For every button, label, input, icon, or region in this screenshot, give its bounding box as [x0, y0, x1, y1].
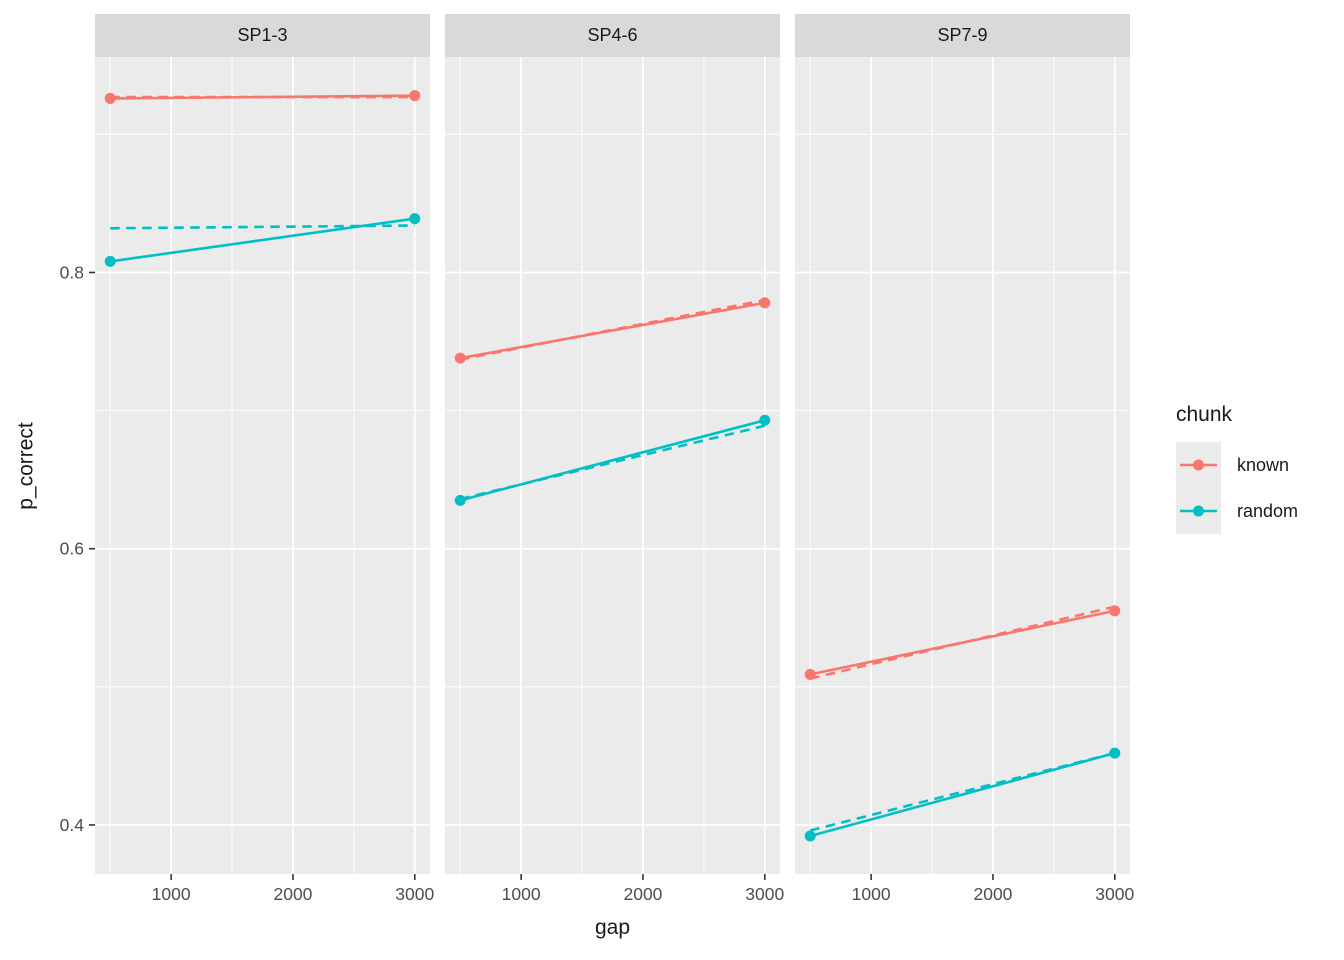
x-axis-title: gap	[594, 916, 631, 939]
facet-strip-label: SP1-3	[237, 25, 288, 45]
x-tick-label: 1000	[152, 884, 191, 904]
data-point-random	[804, 830, 816, 842]
series-line-known-dashed	[459, 298, 766, 361]
legend-key-known-icon	[1180, 459, 1217, 471]
x-tick-label: 3000	[1095, 884, 1134, 904]
x-tick-label: 1000	[852, 884, 891, 904]
facet-strip-label: SP7-9	[937, 25, 988, 45]
facet-panel-sp4-6	[445, 57, 780, 874]
data-point-random	[1109, 747, 1121, 759]
series-line-random-dashed	[459, 424, 766, 501]
x-tick-label: 3000	[745, 884, 784, 904]
facet-strip-sp4-6: SP4-6	[445, 14, 780, 57]
facet-strip-sp1-3: SP1-3	[95, 14, 430, 57]
legend-key-point	[1193, 505, 1204, 517]
data-point-known	[409, 90, 421, 102]
facet-strip-sp7-9: SP7-9	[795, 14, 1130, 57]
series-line-known-solid	[459, 301, 766, 360]
data-point-known	[1109, 605, 1121, 617]
legend-entry-known: known	[1176, 442, 1298, 488]
facet-panel-sp1-3	[95, 57, 430, 874]
data-point-random	[454, 494, 466, 506]
legend-key-random-icon	[1180, 505, 1217, 517]
facet-panel-sp7-9	[795, 57, 1130, 874]
data-point-known	[804, 668, 816, 680]
series-line-known-dashed	[809, 605, 1116, 680]
facet-strip-label: SP4-6	[587, 25, 638, 45]
data-point-random	[759, 414, 771, 426]
x-tick-label: 2000	[273, 884, 312, 904]
series-line-random-solid	[110, 217, 415, 263]
series-line-random-dashed	[110, 224, 415, 230]
series-line-random-solid	[459, 419, 766, 502]
series-line-random-dashed	[809, 751, 1116, 832]
y-tick-label: 0.6	[60, 539, 84, 559]
legend-title: chunk	[1176, 403, 1233, 426]
x-tick-label: 2000	[623, 884, 662, 904]
x-tick-label: 3000	[395, 884, 434, 904]
data-point-known	[454, 352, 466, 364]
legend-label-known: known	[1237, 454, 1290, 475]
data-point-random	[409, 213, 421, 225]
data-point-known	[104, 92, 116, 104]
data-point-known	[759, 297, 771, 309]
legend-key-point	[1193, 459, 1204, 471]
legend-keys: known random	[1176, 442, 1298, 534]
series-line-random-solid	[809, 751, 1116, 838]
legend-label-random: random	[1237, 500, 1299, 521]
y-tick-label: 0.4	[60, 815, 85, 835]
legend: chunk known random	[1176, 403, 1298, 534]
data-point-random	[104, 255, 116, 267]
x-tick-label: 2000	[973, 884, 1012, 904]
legend-entry-random: random	[1176, 488, 1298, 534]
series-line-known-solid	[809, 609, 1116, 676]
legend-key-random	[1176, 488, 1221, 534]
x-tick-label: 1000	[502, 884, 541, 904]
y-axis-title: p_correct	[14, 422, 38, 510]
y-tick-label: 0.8	[60, 262, 84, 282]
legend-key-known	[1176, 442, 1221, 488]
